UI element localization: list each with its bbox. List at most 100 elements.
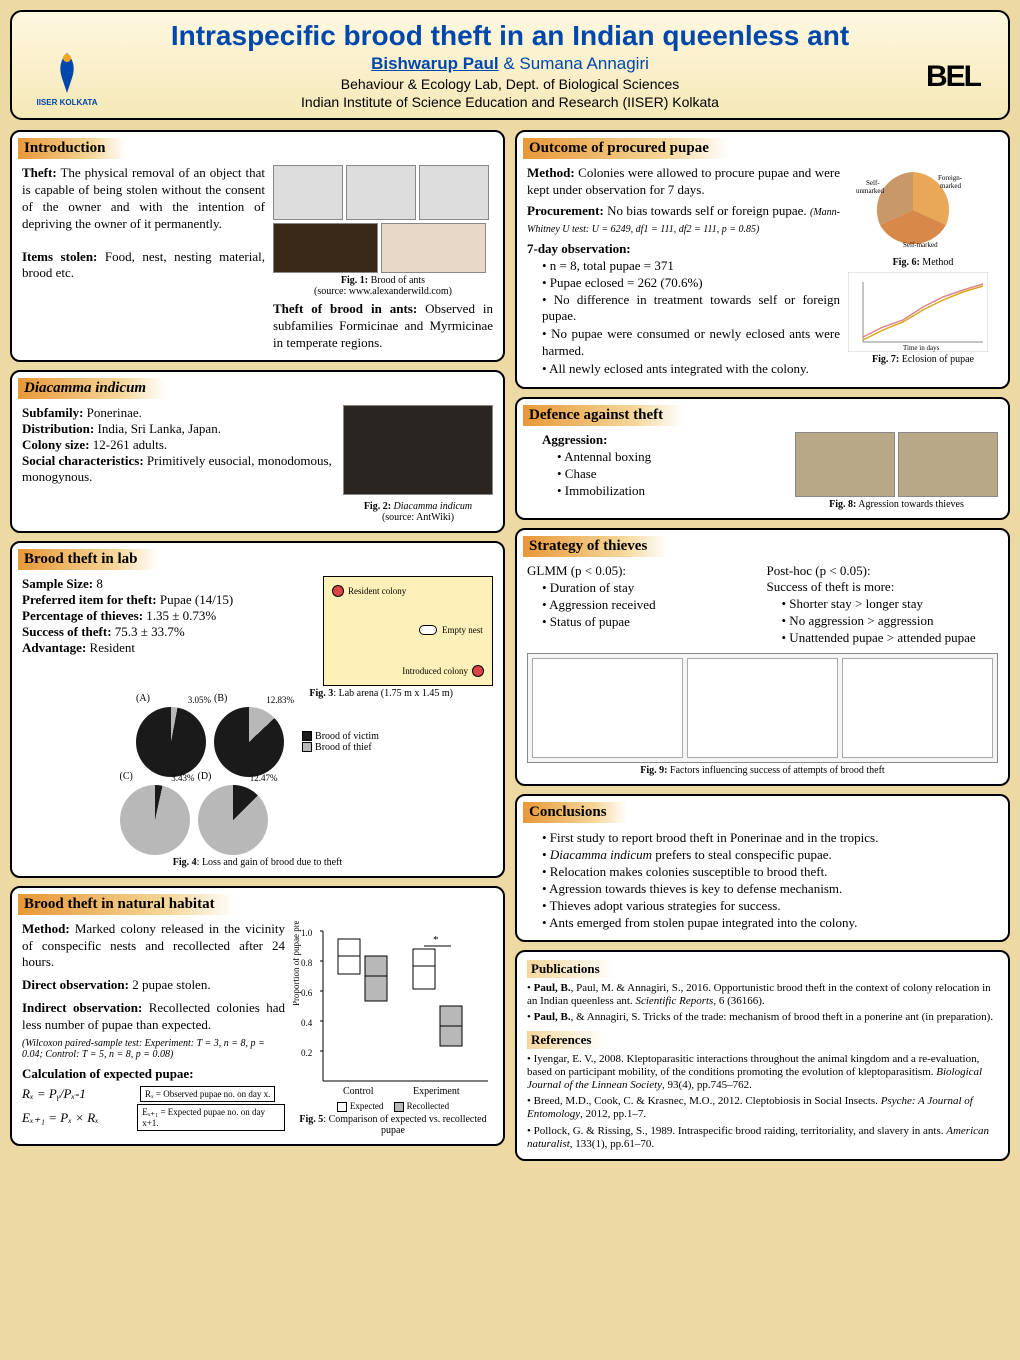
section-heading: Introduction <box>18 138 125 159</box>
outcome-method: Method: Colonies were allowed to procure… <box>527 165 840 199</box>
svg-text:Foreign-: Foreign- <box>938 174 963 182</box>
fig7-caption: Fig. 7: Eclosion of pupae <box>848 354 998 365</box>
fig3-caption: Fig. 3: Lab arena (1.75 m x 1.45 m) <box>22 688 493 699</box>
bel-logo: BEL <box>918 42 988 112</box>
svg-text:Proportion of pupae present: Proportion of pupae present <box>293 921 301 1006</box>
bullet: • Shorter stay > longer stay <box>782 596 999 612</box>
equation: Rₓ = Pᵧ/Pₓ-1 <box>22 1086 132 1102</box>
svg-text:Self-marked: Self-marked <box>903 241 938 249</box>
fig5-caption: Fig. 5: Comparison of expected vs. recol… <box>293 1114 493 1136</box>
brood-image <box>419 165 489 220</box>
brood-theft-note: Theft of brood in ants: Observed in subf… <box>273 301 493 352</box>
diacamma-section: Diacamma indicum Subfamily: Ponerinae. D… <box>10 370 505 533</box>
direct-obs: Direct observation: 2 pupae stolen. <box>22 977 285 994</box>
affiliation2: Indian Institute of Science Education an… <box>27 94 993 110</box>
reference: • Iyengar, E. V., 2008. Kleptoparasitic … <box>527 1053 998 1093</box>
pie-chart-a <box>136 707 206 777</box>
svg-text:unmarked: unmarked <box>856 187 884 195</box>
bullet: • Duration of stay <box>542 580 759 596</box>
fig2-caption: Fig. 2: Diacamma indicum (source: AntWik… <box>343 501 493 523</box>
bullet: • n = 8, total pupae = 371 <box>542 258 840 274</box>
reference: • Breed, M.D., Cook, C. & Krasnec, M.O.,… <box>527 1095 998 1121</box>
bullet: • Status of pupae <box>542 614 759 630</box>
section-heading: Brood theft in natural habitat <box>18 894 235 915</box>
aggression-image <box>898 432 998 497</box>
boxplot-chart: 1.0 0.8 0.6 0.4 0.2 Proportion of pupae … <box>293 921 493 1101</box>
conclusion: • Ants emerged from stolen pupae integra… <box>542 915 998 931</box>
lab-section: Brood theft in lab Sample Size: 8 Prefer… <box>10 541 505 878</box>
stat-test: (Wilcoxon paired-sample test: Experiment… <box>22 1038 285 1060</box>
pie-chart-d <box>198 785 268 855</box>
posthoc-heading: Post-hoc (p < 0.05): <box>767 563 999 579</box>
authors: Bishwarup Paul & Sumana Annagiri <box>27 54 993 74</box>
subfamily: Subfamily: Ponerinae. <box>22 405 335 421</box>
reference: • Pollock, G. & Rissing, S., 1989. Intra… <box>527 1125 998 1151</box>
subsection-heading: References <box>527 1031 606 1049</box>
distribution: Distribution: India, Sri Lanka, Japan. <box>22 421 335 437</box>
bullet: • Unattended pupae > attended pupae <box>782 630 999 646</box>
success-theft: Success of theft: 75.3 ± 33.7% <box>22 624 315 640</box>
svg-text:0.4: 0.4 <box>301 1018 313 1028</box>
section-heading: Brood theft in lab <box>18 549 158 570</box>
eq-description: Eₓ₊₁ = Expected pupae no. on day x+1. <box>137 1104 285 1131</box>
natural-section: Brood theft in natural habitat Method: M… <box>10 886 505 1146</box>
procurement: Procurement: No bias towards self or for… <box>527 203 840 237</box>
fig8-caption: Fig. 8: Agression towards thieves <box>795 499 998 510</box>
aggression-heading: Aggression: <box>527 432 787 448</box>
bullet: • Pupae eclosed = 262 (70.6%) <box>542 275 840 291</box>
publication: • Paul, B., & Annagiri, S. Tricks of the… <box>527 1011 998 1024</box>
svg-text:Experiment: Experiment <box>413 1086 460 1097</box>
brood-image <box>273 165 343 220</box>
pct-thieves: Percentage of thieves: 1.35 ± 0.73% <box>22 608 315 624</box>
strategy-section: Strategy of thieves GLMM (p < 0.05): • D… <box>515 528 1010 786</box>
subsection-heading: Publications <box>527 960 615 978</box>
fig1-caption: Fig. 1: Brood of ants (source: www.alexa… <box>273 275 493 297</box>
obs-heading: 7-day observation: <box>527 241 840 257</box>
bullet: • Immobilization <box>557 483 787 499</box>
conclusion: • Diacamma indicum prefers to steal cons… <box>542 847 998 863</box>
defence-section: Defence against theft Aggression: • Ante… <box>515 397 1010 520</box>
section-heading: Diacamma indicum <box>18 378 166 399</box>
poster-header: IISER KOLKATA BEL Intraspecific brood th… <box>10 10 1010 120</box>
svg-text:0.6: 0.6 <box>301 988 313 998</box>
bullet: • No aggression > aggression <box>782 613 999 629</box>
social-char: Social characteristics: Primitively euso… <box>22 453 335 485</box>
fig9-caption: Fig. 9: Factors influencing success of a… <box>527 765 998 776</box>
section-heading: Outcome of procured pupae <box>523 138 729 159</box>
items-stolen: Items stolen: Food, nest, nesting materi… <box>22 249 265 283</box>
introduction-section: Introduction Theft: The physical removal… <box>10 130 505 362</box>
svg-text:Control: Control <box>343 1086 374 1097</box>
theft-definition: Theft: The physical removal of an object… <box>22 165 265 233</box>
section-heading: Defence against theft <box>523 405 683 426</box>
svg-text:marked: marked <box>940 182 961 190</box>
eclosion-chart: Time in days <box>848 272 988 352</box>
aggression-image <box>795 432 895 497</box>
lab-arena-diagram: Resident colony Empty nest Introduced co… <box>323 576 493 686</box>
sample-size: Sample Size: 8 <box>22 576 315 592</box>
conclusions-section: Conclusions • First study to report broo… <box>515 794 1010 942</box>
bullet: • Aggression received <box>542 597 759 613</box>
colony-size: Colony size: 12-261 adults. <box>22 437 335 453</box>
strategy-charts <box>527 653 998 763</box>
svg-text:Self-: Self- <box>866 179 880 187</box>
bullet: • Chase <box>557 466 787 482</box>
preferred-item: Preferred item for theft: Pupae (14/15) <box>22 592 315 608</box>
advantage: Advantage: Resident <box>22 640 315 656</box>
ant-image <box>343 405 493 495</box>
fig4-caption: Fig. 4: Loss and gain of brood due to th… <box>22 857 493 868</box>
bullet: • No difference in treatment towards sel… <box>542 292 840 326</box>
fig6-caption: Fig. 6: Method <box>848 257 998 268</box>
brood-image <box>381 223 486 273</box>
indirect-obs: Indirect observation: Recollected coloni… <box>22 1000 285 1034</box>
brood-image <box>346 165 416 220</box>
glmm-heading: GLMM (p < 0.05): <box>527 563 759 579</box>
method-pie: Self-unmarked Foreign-marked Self-marked <box>848 165 978 255</box>
affiliation: Behaviour & Ecology Lab, Dept. of Biolog… <box>27 76 993 92</box>
pie-chart-b <box>214 707 284 777</box>
method-text: Method: Marked colony released in the vi… <box>22 921 285 972</box>
brood-image <box>273 223 378 273</box>
bullet: • All newly eclosed ants integrated with… <box>542 361 840 378</box>
bullet: • Antennal boxing <box>557 449 787 465</box>
svg-text:0.2: 0.2 <box>301 1048 312 1058</box>
iiser-logo: IISER KOLKATA <box>32 42 102 112</box>
